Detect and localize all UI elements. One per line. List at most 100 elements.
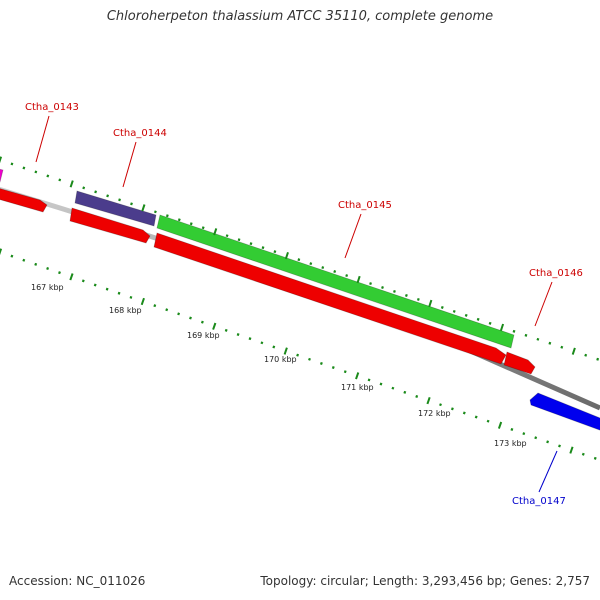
feature-ctha-0146-red[interactable] — [503, 351, 536, 375]
upper-scale-tick — [571, 347, 576, 355]
upper-scale-tick — [130, 202, 133, 206]
gene-leader-line — [534, 281, 553, 327]
upper-scale-tick — [596, 357, 600, 361]
lower-scale-tick — [58, 271, 61, 275]
upper-scale-tick — [213, 228, 218, 236]
lower-scale-tick — [331, 366, 335, 370]
lower-scale-tick — [117, 291, 121, 295]
lower-scale-tick — [403, 390, 407, 394]
scale-label: 173 kbp — [494, 439, 527, 448]
upper-scale-tick — [584, 353, 588, 357]
feature-ctha-0144-purple[interactable] — [74, 190, 157, 227]
upper-scale-tick — [284, 251, 289, 260]
upper-scale-tick — [548, 341, 552, 345]
lower-scale-tick — [391, 386, 395, 390]
lower-scale-tick — [296, 353, 300, 357]
feature-red-left[interactable] — [0, 188, 48, 213]
upper-scale-tick — [428, 299, 433, 308]
upper-scale-tick — [499, 323, 505, 332]
lower-scale-tick — [593, 456, 597, 460]
lower-scale-tick — [34, 262, 38, 266]
lower-scale-tick — [367, 378, 371, 382]
lower-scale-tick — [153, 304, 157, 308]
accession-text: Accession: NC_011026 — [9, 574, 146, 588]
upper-scale-tick — [0, 156, 3, 164]
upper-scale-tick — [321, 266, 325, 270]
upper-scale-tick — [524, 333, 528, 337]
upper-scale-tick — [452, 309, 456, 313]
feature-magenta-left[interactable] — [0, 168, 4, 183]
feature-red-3[interactable] — [153, 232, 507, 365]
gene-label-ctha-0143[interactable]: Ctha_0143 — [25, 102, 79, 113]
upper-scale-tick — [10, 162, 14, 166]
upper-scale-tick — [309, 262, 313, 266]
lower-scale-tick — [308, 357, 311, 361]
upper-scale-tick — [118, 198, 121, 202]
upper-scale-tick — [249, 242, 253, 246]
lower-scale-tick — [510, 427, 514, 431]
lower-scale-tick — [272, 345, 276, 349]
lower-scale-tick — [200, 320, 204, 324]
upper-scale-tick — [153, 210, 157, 214]
upper-scale-tick — [476, 317, 480, 321]
lower-scale-tick — [355, 372, 360, 380]
lower-scale-tick — [46, 267, 50, 270]
lower-scale-tick — [224, 328, 228, 332]
upper-scale-tick — [536, 337, 540, 341]
upper-scale-tick — [69, 180, 74, 188]
feature-ctha-0147-blue[interactable] — [529, 392, 600, 432]
upper-scale-tick — [416, 297, 420, 301]
upper-scale-tick — [82, 186, 86, 190]
upper-scale-tick — [345, 274, 349, 278]
feature-ctha-0145-green[interactable] — [156, 214, 515, 349]
lower-scale-tick — [105, 287, 109, 291]
lower-scale-tick — [236, 333, 240, 337]
gene-label-ctha-0144[interactable]: Ctha_0144 — [113, 128, 167, 139]
upper-scale-tick — [261, 246, 265, 250]
lower-scale-tick — [129, 295, 133, 299]
upper-scale-tick — [94, 190, 98, 194]
upper-scale-tick — [512, 329, 516, 333]
gene-leader-line — [122, 141, 137, 188]
gene-label-ctha-0145[interactable]: Ctha_0145 — [338, 200, 392, 211]
lower-scale-tick — [140, 297, 145, 306]
lower-scale-tick — [165, 308, 169, 312]
lower-scale-tick — [450, 407, 454, 411]
upper-scale-tick — [356, 275, 361, 284]
upper-scale-tick — [46, 174, 50, 178]
lower-scale-tick — [474, 415, 478, 419]
lower-scale-tick — [439, 403, 442, 407]
lower-scale-tick — [522, 432, 526, 436]
upper-scale-tick — [189, 222, 193, 226]
upper-scale-tick — [440, 305, 444, 309]
upper-scale-tick — [22, 166, 26, 170]
lower-scale-tick — [189, 316, 192, 320]
scale-label: 170 kbp — [264, 355, 297, 364]
lower-scale-tick — [379, 382, 383, 386]
upper-scale-tick — [201, 226, 205, 230]
lower-scale-tick — [283, 347, 288, 355]
lower-scale-tick — [497, 421, 503, 429]
lower-scale-tick — [69, 273, 74, 281]
lower-scale-tick — [177, 312, 181, 316]
lower-scale-tick — [569, 446, 574, 454]
upper-scale-tick — [273, 250, 277, 254]
lower-scale-tick — [22, 258, 26, 262]
upper-scale-tick — [381, 286, 384, 289]
lower-scale-tick — [486, 419, 490, 423]
upper-scale-tick — [560, 345, 564, 349]
upper-scale-tick — [369, 282, 372, 286]
scale-label: 167 kbp — [31, 283, 64, 292]
feature-red-2[interactable] — [69, 207, 151, 244]
lower-scale-tick — [426, 396, 431, 405]
lower-scale-tick — [81, 279, 85, 283]
lower-scale-tick — [248, 337, 252, 341]
map-title: Chloroherpeton thalassium ATCC 35110, co… — [106, 9, 494, 24]
scale-label: 172 kbp — [418, 409, 451, 418]
gene-label-ctha-0147[interactable]: Ctha_0147 — [512, 496, 566, 507]
lower-scale-tick — [546, 440, 550, 444]
gene-label-ctha-0146[interactable]: Ctha_0146 — [529, 268, 583, 279]
genome-summary-text: Topology: circular; Length: 3,293,456 bp… — [260, 574, 590, 588]
lower-scale-tick — [93, 283, 97, 287]
